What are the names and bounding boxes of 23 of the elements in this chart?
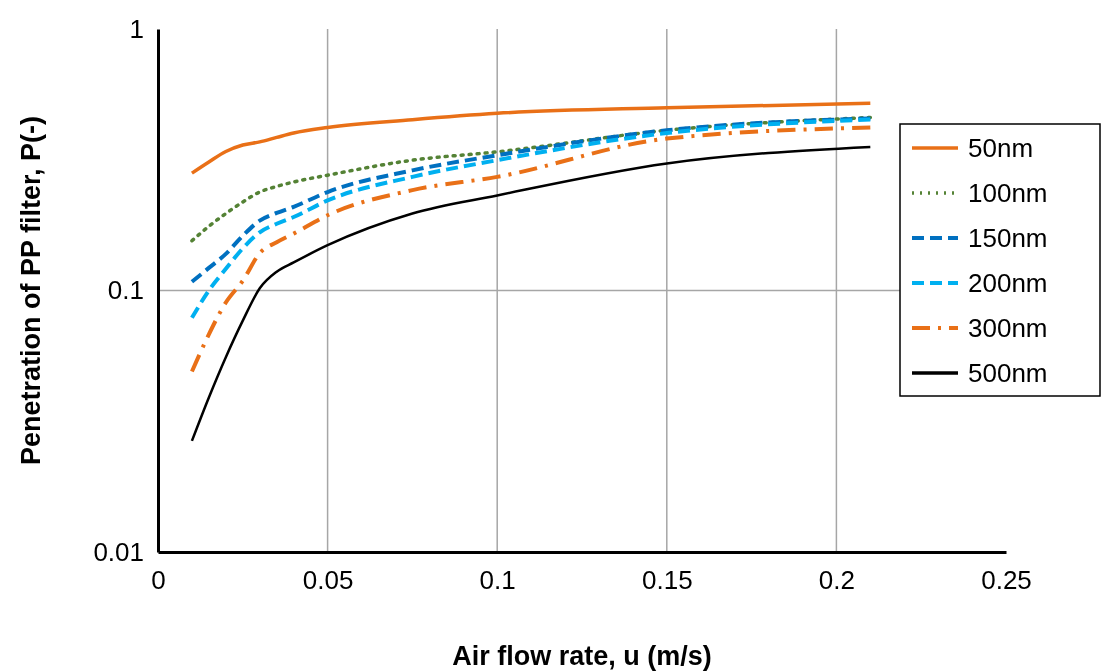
line-series: [190, 101, 873, 175]
line-series: [189, 125, 873, 374]
x-tick-label: 0.1: [479, 565, 516, 596]
line-series: [190, 115, 873, 243]
y-axis-title: Penetration of PP filter, P(-): [16, 115, 46, 466]
x-tick-label: 0.15: [642, 565, 693, 596]
legend-label: 500nm: [968, 358, 1048, 388]
legend-label: 300nm: [968, 313, 1048, 343]
legend-label: 200nm: [968, 268, 1048, 298]
line-series: [189, 117, 873, 320]
x-axis-title: Air flow rate, u (m/s): [452, 641, 712, 671]
x-tick-label: 0.25: [981, 565, 1032, 596]
y-tick-label: 0.1: [107, 275, 144, 306]
y-tick-label: 1: [129, 13, 144, 44]
x-tick-label: 0: [151, 565, 166, 596]
line-series: [190, 145, 872, 443]
legend-label: 150nm: [968, 223, 1048, 253]
y-tick-label: 0.01: [93, 536, 144, 567]
x-tick-label: 0.2: [818, 565, 855, 596]
line-series: [189, 116, 873, 284]
x-tick-label: 0.05: [302, 565, 354, 596]
legend-label: 50nm: [968, 133, 1034, 163]
legend-label: 100nm: [968, 178, 1048, 208]
